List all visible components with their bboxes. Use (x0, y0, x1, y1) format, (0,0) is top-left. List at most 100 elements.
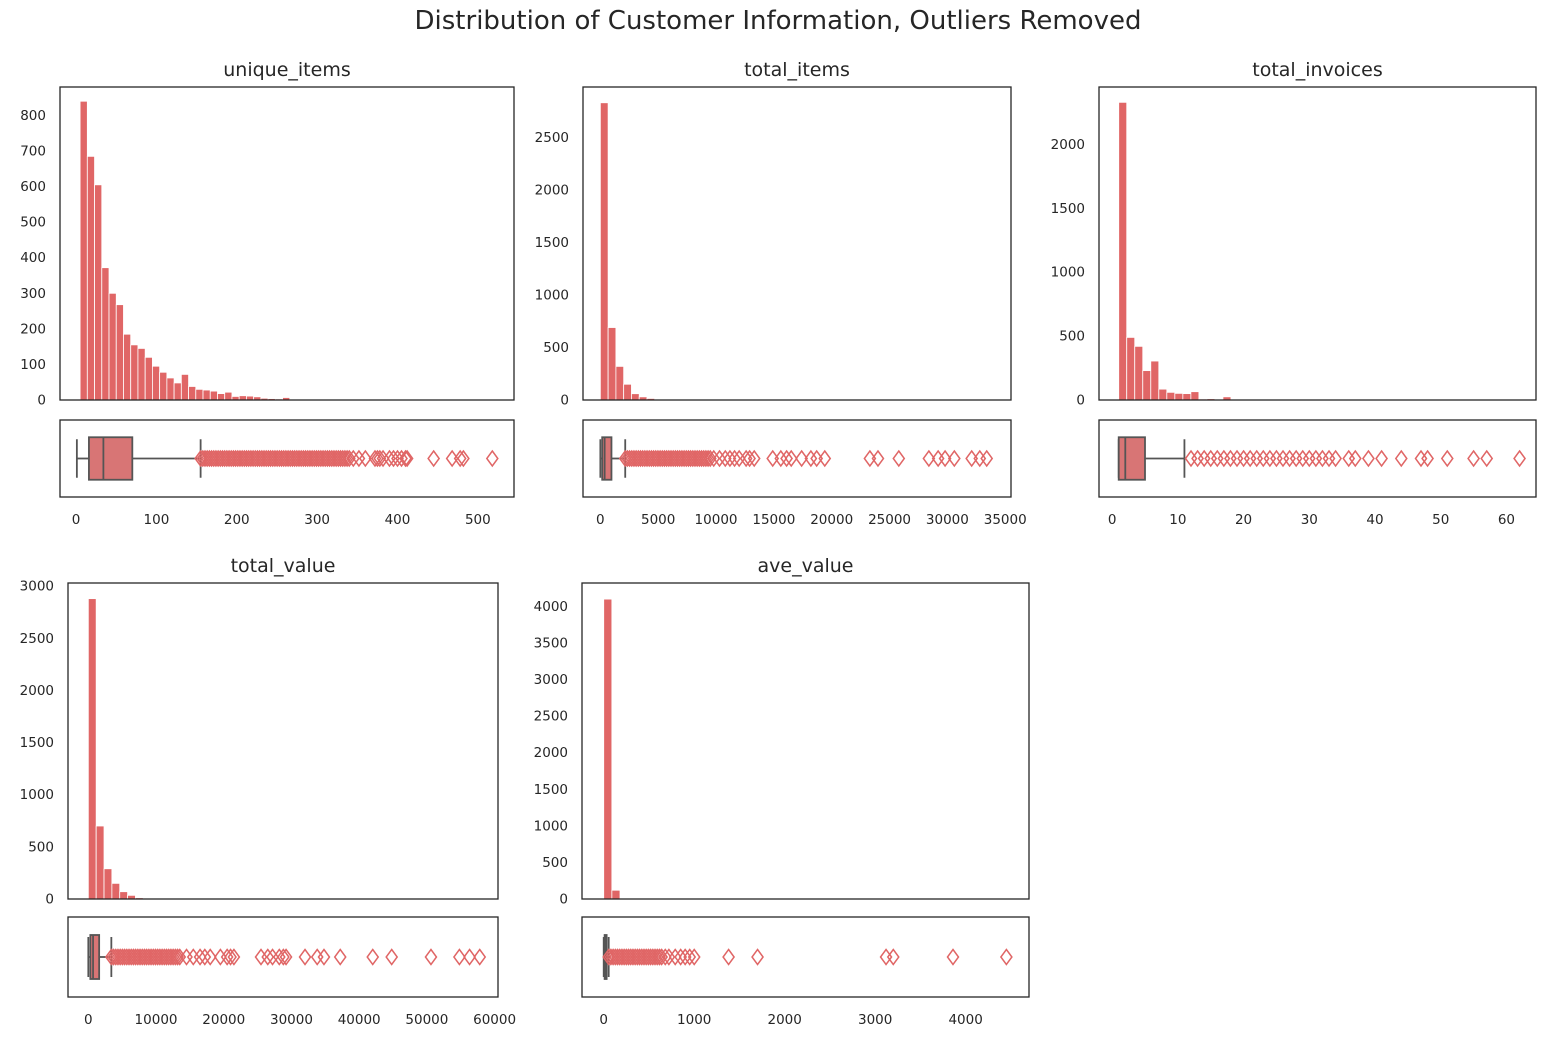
outlier-marker (723, 449, 737, 468)
x-tick-label: 0 (596, 512, 605, 528)
outlier-marker (743, 449, 757, 468)
outlier-marker (1467, 449, 1481, 468)
x-tick-label: 5000 (641, 512, 675, 528)
histogram-bar (152, 365, 161, 401)
x-tick-label: 35000 (984, 512, 1027, 528)
y-tick-label: 400 (20, 250, 46, 266)
y-tick-label: 2500 (534, 709, 568, 725)
subplot-ave_value: ave_value 0 500 1000 1500 2000 2500 3000 3500 400… (534, 555, 1030, 1028)
x-tick-label: 1000 (677, 1012, 711, 1028)
histogram-bar (123, 333, 132, 401)
outlier-marker (1243, 449, 1257, 468)
y-tick-label: 1500 (1051, 201, 1085, 217)
outlier-marker (1191, 449, 1205, 468)
histogram-bar (209, 390, 218, 401)
boxplot-frame (582, 419, 1012, 498)
outlier-marker (1237, 449, 1251, 468)
x-tick-label: 40 (1366, 512, 1383, 528)
x-tick-label: 30000 (270, 1012, 313, 1028)
y-tick-label: 500 (543, 340, 569, 356)
outlier-marker (261, 948, 275, 966)
outlier-marker (1322, 449, 1336, 468)
outlier-marker (445, 449, 459, 468)
outlier-marker (892, 449, 906, 468)
x-tick-label: 20000 (202, 1012, 245, 1028)
x-tick-label: 400 (385, 512, 411, 528)
outlier-marker (703, 449, 717, 468)
outlier-marker (358, 449, 372, 468)
outlier-marker (1309, 449, 1323, 468)
y-tick-label: 1000 (1051, 265, 1085, 281)
y-tick-label: 0 (560, 393, 569, 409)
outlier-marker (947, 449, 961, 468)
outlier-marker (203, 948, 217, 966)
histogram-bar (173, 382, 182, 401)
histogram-bar (623, 383, 632, 401)
subplot-unique_items: unique_items 0 100 200 300 400 500 600 700 800 0 10… (20, 59, 515, 528)
outlier-marker (938, 449, 952, 468)
outlier-marker (1361, 449, 1375, 468)
subplot-title: unique_items (223, 59, 350, 81)
outlier-marker (193, 948, 207, 966)
outlier-marker (1276, 449, 1290, 468)
y-tick-label: 2500 (535, 130, 569, 146)
outlier-marker (1315, 449, 1329, 468)
histogram-bar (1190, 391, 1200, 401)
outlier-marker (1289, 449, 1303, 468)
outlier-marker (652, 948, 666, 966)
outlier-marker (965, 449, 979, 468)
outlier-marker (668, 948, 682, 966)
x-tick-label: 100 (144, 512, 170, 528)
y-tick-label: 2000 (535, 182, 569, 198)
y-tick-label: 1000 (535, 287, 569, 303)
histogram-bar (159, 371, 168, 401)
outlier-marker (1342, 449, 1356, 468)
outlier-marker (1204, 449, 1218, 468)
outlier-marker (863, 449, 877, 468)
outlier-marker (1197, 449, 1211, 468)
outlier-marker (707, 449, 721, 468)
outlier-marker (1269, 449, 1283, 468)
outlier-marker (718, 449, 732, 468)
outlier-marker (220, 948, 234, 966)
outlier-marker (871, 449, 885, 468)
histogram-bar (603, 598, 613, 900)
outlier-marker (980, 449, 994, 468)
y-tick-label: 3000 (20, 579, 54, 595)
outlier-marker (373, 449, 387, 468)
histogram-bar (1118, 101, 1128, 401)
box-iqr (1117, 436, 1146, 481)
outlier-marker (973, 449, 987, 468)
x-tick-label: 60000 (473, 1012, 516, 1028)
histogram-bar (607, 327, 617, 401)
histogram-bar (87, 598, 97, 900)
outlier-marker (1375, 449, 1389, 468)
outlier-marker (774, 449, 788, 468)
boxplot-frame (67, 916, 499, 998)
outlier-marker (784, 449, 798, 468)
outlier-marker (1480, 449, 1494, 468)
outlier-marker (701, 449, 715, 468)
x-tick-label: 2000 (768, 1012, 802, 1028)
y-tick-label: 100 (20, 357, 46, 373)
x-tick-label: 50000 (405, 1012, 448, 1028)
outlier-marker (766, 449, 780, 468)
y-tick-label: 700 (20, 144, 46, 160)
y-tick-label: 2000 (1051, 137, 1085, 153)
histogram-bar (1158, 388, 1168, 401)
outlier-marker (1223, 449, 1237, 468)
outlier-marker (1513, 449, 1527, 468)
histogram-frame (1098, 86, 1537, 401)
outlier-marker (370, 449, 384, 468)
outlier-marker (1263, 449, 1277, 468)
x-tick-label: 15000 (752, 512, 795, 528)
outlier-marker (1421, 449, 1435, 468)
outlier-marker (168, 948, 182, 966)
outlier-marker (254, 948, 268, 966)
x-tick-label: 4000 (948, 1012, 982, 1028)
x-tick-label: 30000 (926, 512, 969, 528)
boxplot-frame (581, 916, 1030, 998)
outlier-marker (298, 948, 312, 966)
y-tick-label: 1500 (20, 735, 54, 751)
